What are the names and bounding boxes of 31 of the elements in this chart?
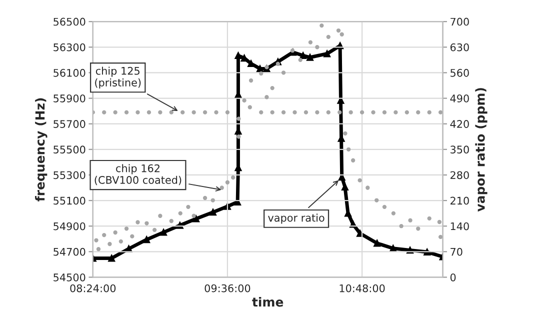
y2-tick-label: 350 (450, 146, 469, 154)
annotation: chip 125 (pristine) (95, 66, 141, 88)
x-axis-title: time (252, 297, 284, 307)
y-tick-label: 54700 (54, 248, 86, 256)
y-tick-label: 55900 (54, 94, 86, 102)
y-tick-label: 56300 (54, 43, 86, 52)
annotation: chip 162 (CBV100 coated) (94, 164, 182, 186)
y-tick-label: 54900 (54, 222, 86, 230)
y2-tick-label: 490 (450, 94, 469, 102)
y2-tick-label: 0 (450, 273, 456, 282)
y2-tick-label: 280 (450, 171, 469, 180)
annotation: vapor ratio (268, 214, 324, 224)
y2-tick-label: 560 (450, 68, 469, 77)
y2-axis-title: vapor ratio (ppm) (475, 88, 488, 212)
y-tick-label: 55300 (54, 171, 86, 180)
y2-tick-label: 210 (450, 196, 469, 205)
y2-tick-label: 140 (450, 222, 469, 230)
y-tick-label: 54500 (54, 273, 86, 282)
x-tick-label: 09:36:00 (204, 284, 250, 292)
y-tick-label: 56500 (54, 18, 86, 26)
x-tick-label: 08:24:00 (70, 284, 116, 292)
y2-tick-label: 420 (450, 120, 469, 128)
y2-tick-label: 630 (450, 43, 469, 52)
y-tick-label: 55500 (54, 146, 86, 154)
y2-tick-label: 70 (450, 248, 462, 256)
y-tick-label: 56100 (54, 68, 86, 77)
y-tick-label: 55700 (54, 120, 86, 128)
x-tick-label: 10:48:00 (340, 284, 385, 292)
y-tick-label: 55100 (54, 196, 86, 205)
y2-tick-label: 700 (450, 18, 469, 26)
y-axis-title: frequency (Hz) (35, 98, 48, 202)
